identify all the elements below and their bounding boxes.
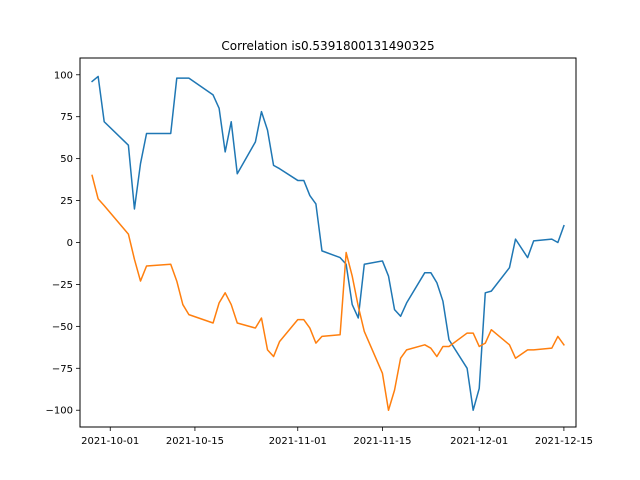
- x-tick-label: 2021-10-15: [166, 436, 224, 447]
- x-tick-label: 2021-10-01: [81, 436, 139, 447]
- y-tick-label: 75: [60, 112, 73, 123]
- chart-title: Correlation is0.5391800131490325: [221, 39, 434, 53]
- y-tick-label: 25: [60, 196, 73, 207]
- y-tick-label: −100: [46, 406, 73, 417]
- series-layer: [91, 75, 565, 411]
- series-line-2: [91, 174, 565, 411]
- y-tick-label: 50: [60, 154, 73, 165]
- plot-frame: [79, 57, 577, 428]
- y-tick-label: −25: [52, 280, 73, 291]
- series-line-1: [91, 75, 565, 411]
- y-tick-label: 0: [67, 238, 73, 249]
- axes-layer: 2021-10-01 2021-10-15 2021-11-01 2021-11-15…: [46, 70, 593, 447]
- y-tick-label: −50: [52, 322, 73, 333]
- x-tick-label: 2021-12-01: [450, 436, 508, 447]
- x-tick-label: 2021-11-15: [353, 436, 411, 447]
- x-tick-label: 2021-12-15: [535, 436, 593, 447]
- x-tick-label: 2021-11-01: [269, 436, 327, 447]
- y-tick-label: 100: [54, 70, 73, 81]
- y-tick-label: −75: [52, 364, 73, 375]
